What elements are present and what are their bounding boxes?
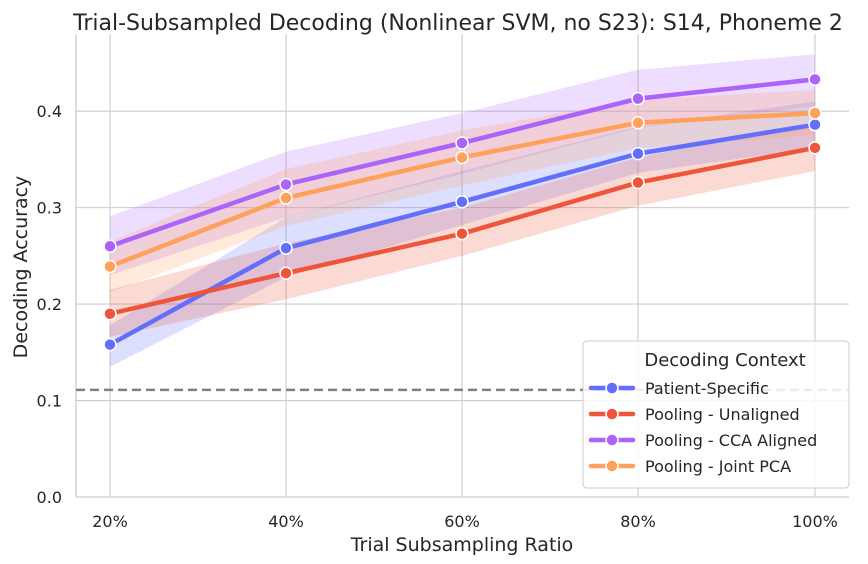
- data-point: [631, 175, 645, 190]
- data-point: [455, 150, 469, 165]
- legend-marker: [605, 433, 619, 447]
- legend-title: Decoding Context: [644, 350, 805, 371]
- data-point: [455, 195, 469, 209]
- y-tick-label: 0.0: [37, 488, 62, 507]
- confidence-band: [110, 54, 815, 276]
- y-tick-label: 0.1: [37, 392, 62, 411]
- legend-label: Pooling - Joint PCA: [645, 457, 791, 476]
- x-axis-title: Trial Subsampling Ratio: [350, 534, 574, 556]
- x-tick-label: 80%: [620, 512, 656, 531]
- series-lines: [103, 72, 822, 352]
- legend-box: [582, 340, 850, 489]
- x-tick-label: 100%: [792, 512, 838, 531]
- y-axis-title: Decoding Accuracy: [10, 176, 32, 359]
- legend-marker: [605, 407, 619, 421]
- legend: Decoding Context Patient-Specific Pooling…: [582, 340, 850, 489]
- confidence-band: [110, 101, 815, 367]
- data-point: [631, 115, 645, 130]
- legend-label: Pooling - CCA Aligned: [645, 431, 817, 450]
- data-point: [103, 337, 117, 352]
- tick-labels: 0.0 0.1 0.2 0.3 0.4 20% 40% 60% 80% 100%: [37, 102, 838, 531]
- data-point: [631, 146, 645, 161]
- legend-marker: [605, 381, 619, 395]
- y-tick-label: 0.2: [37, 295, 62, 314]
- x-tick-label: 20%: [92, 512, 128, 531]
- data-point: [103, 306, 117, 321]
- legend-label: Pooling - Unaligned: [645, 405, 800, 424]
- data-point: [808, 72, 822, 87]
- data-point: [279, 177, 293, 192]
- data-point: [808, 141, 822, 155]
- data-point: [279, 266, 293, 280]
- axes: [75, 34, 849, 498]
- confidence-band: [110, 89, 815, 293]
- legend-marker: [605, 459, 619, 473]
- data-point: [279, 191, 293, 205]
- x-tick-label: 40%: [268, 512, 304, 531]
- data-point: [103, 239, 117, 253]
- y-tick-label: 0.4: [37, 102, 62, 121]
- data-point: [103, 259, 117, 274]
- data-point: [808, 106, 822, 120]
- data-point: [631, 91, 645, 106]
- data-point: [279, 241, 293, 255]
- data-point: [455, 226, 469, 241]
- data-point: [808, 117, 822, 132]
- y-tick-label: 0.3: [37, 199, 62, 218]
- legend-label: Patient-Specific: [645, 379, 769, 398]
- data-point: [455, 136, 469, 150]
- x-tick-label: 60%: [444, 512, 480, 531]
- chart-title: Trial-Subsampled Decoding (Nonlinear SVM…: [72, 11, 843, 36]
